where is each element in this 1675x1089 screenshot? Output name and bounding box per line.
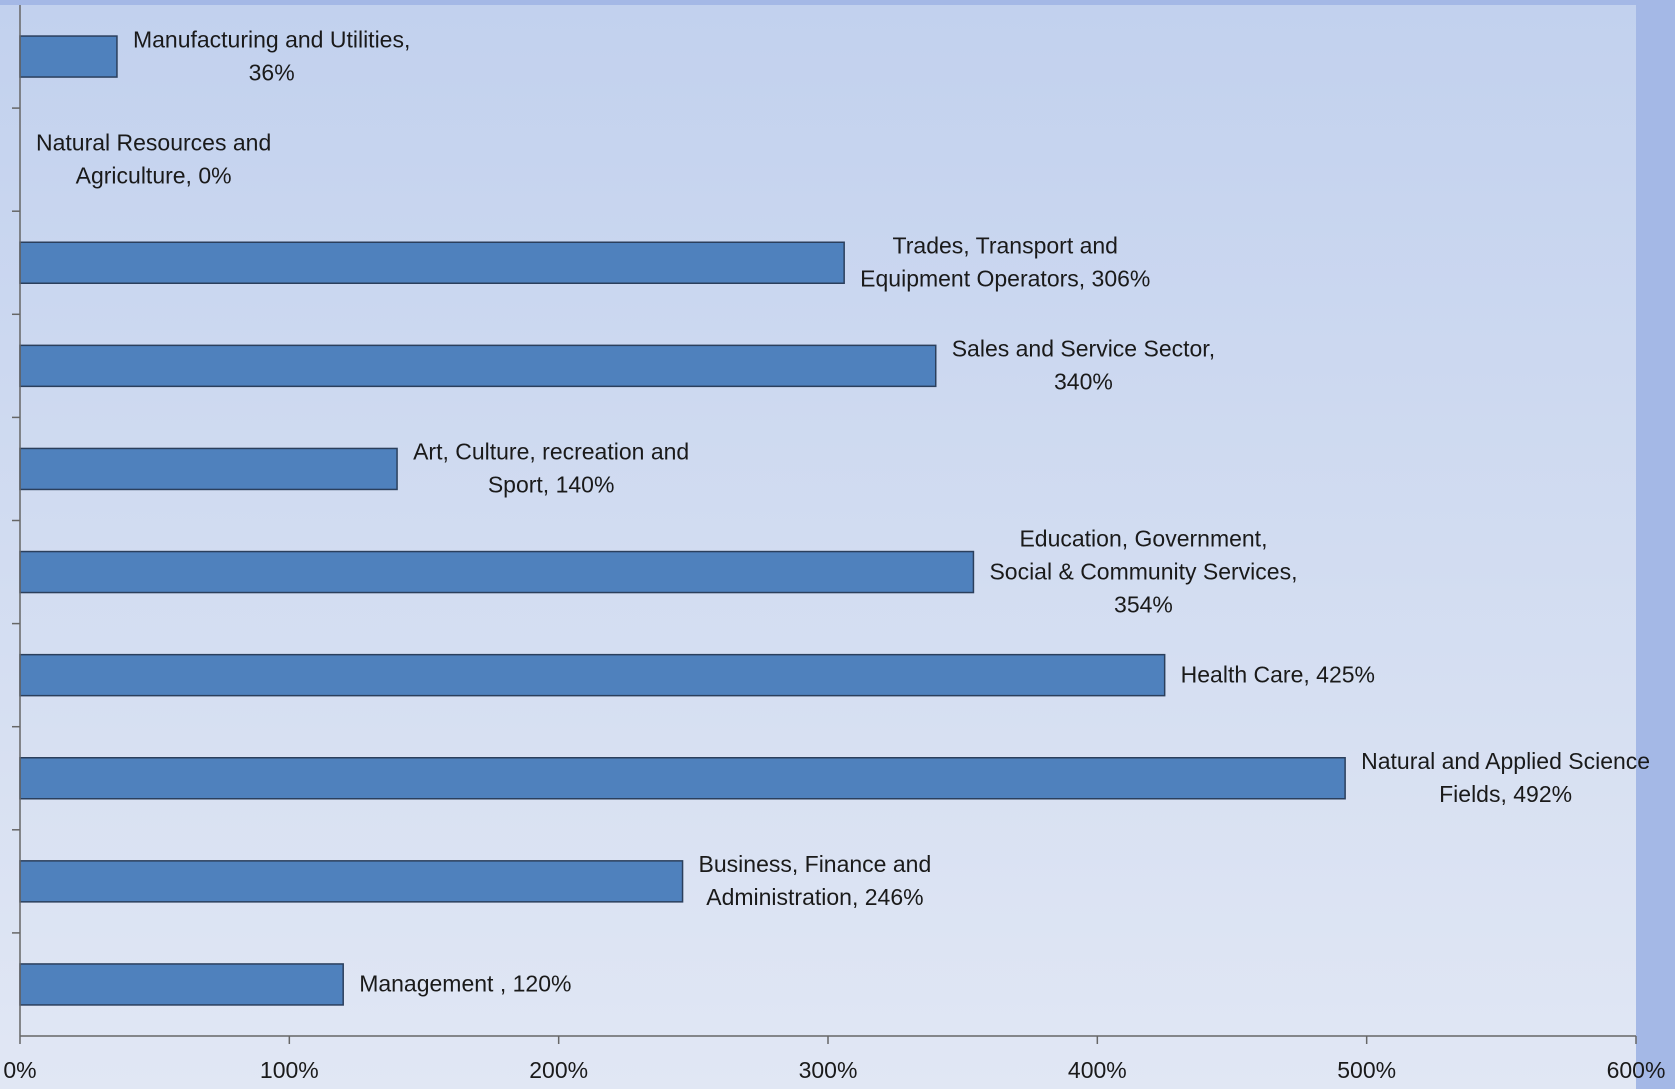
data-label: Health Care, 425% (1181, 661, 1375, 687)
bar (19, 344, 937, 388)
bar (19, 241, 845, 284)
data-label: Trades, Transport and Equipment Operators… (860, 233, 1150, 292)
data-label: Management , 120% (359, 971, 571, 997)
x-tick-label: 400% (1068, 1057, 1127, 1083)
axes-layer: 0% 100% 200% 300% 400% 500% 600% (3, 5, 1665, 1083)
x-tick-label: 200% (529, 1057, 588, 1083)
x-tick-label: 0% (3, 1057, 36, 1083)
bar (19, 550, 975, 594)
bar (19, 653, 1166, 697)
data-label: Education, Government, Social & Community… (989, 525, 1297, 617)
bar (19, 447, 398, 491)
bar (19, 963, 344, 1006)
plot-area (0, 5, 1636, 1089)
data-label: Manufacturing and Utilities, 36% (133, 26, 410, 85)
x-tick-label: 300% (799, 1057, 858, 1083)
bar (19, 757, 1346, 800)
data-label: Business, Finance and Administration, 246… (699, 851, 932, 910)
bar (19, 35, 118, 78)
bar (19, 860, 684, 903)
data-labels-layer: Manufacturing and Utilities, 36% Natural R… (36, 26, 1650, 996)
x-tick-label: 500% (1337, 1057, 1396, 1083)
data-label: Art, Culture, recreation and Sport, 140% (413, 439, 689, 498)
data-label: Natural and Applied Science Fields, 492% (1361, 748, 1650, 807)
data-label: Sales and Service Sector, 340% (952, 336, 1215, 395)
bars-layer (19, 35, 1346, 1006)
data-label: Natural Resources and Agriculture, 0% (36, 129, 271, 188)
x-tick-label: 600% (1607, 1057, 1666, 1083)
x-tick-label: 100% (260, 1057, 319, 1083)
